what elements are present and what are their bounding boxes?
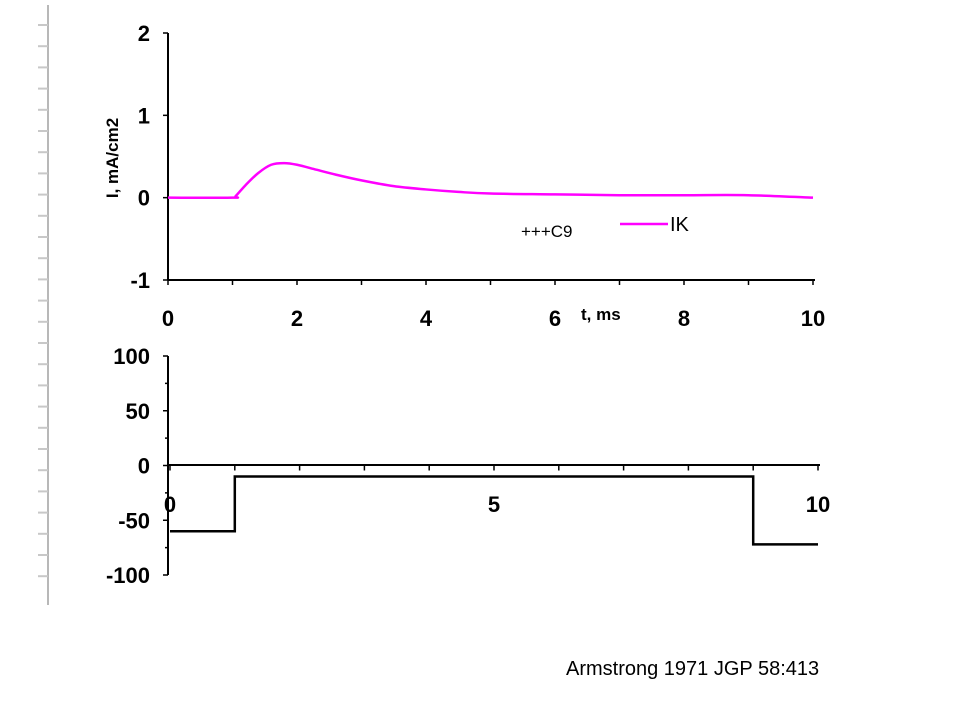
bottom-y-tick-label: -100 [106, 563, 150, 588]
top-y-tick-label: 2 [138, 21, 150, 46]
legend-label-ik: IK [670, 214, 690, 236]
top-x-tick-label: 0 [162, 306, 174, 331]
bottom-y-tick-label: -50 [118, 508, 150, 533]
top-x-tick-label: 10 [801, 306, 825, 331]
top-y-tick-label: 0 [138, 186, 150, 211]
c9-annotation: +++C9 [521, 222, 573, 241]
voltage-chart: -100 -50 0 50 100 0 5 10 [106, 344, 830, 588]
voltage-step-line [170, 475, 818, 546]
left-ruler [38, 5, 49, 605]
top-x-minor-ticks [167, 280, 814, 285]
bottom-y-tick-label: 0 [138, 454, 150, 479]
bottom-y-tick-label: 100 [113, 344, 150, 369]
top-y-tick-label: 1 [138, 103, 150, 128]
top-x-ticks: 0 2 4 6 8 10 [162, 306, 825, 331]
bottom-x-tick-label: 0 [164, 492, 176, 517]
top-y-axis-title: I, mA/cm2 [103, 118, 122, 198]
top-x-axis-title: t, ms [581, 305, 621, 324]
bottom-x-tick-label: 10 [806, 492, 830, 517]
bottom-y-ticks: -100 -50 0 50 100 [106, 344, 168, 588]
ik-series-line [167, 161, 814, 200]
bottom-x-tick-label: 5 [488, 492, 500, 517]
bottom-x-ticks: 0 5 10 [164, 492, 830, 517]
citation-text: Armstrong 1971 JGP 58:413 [566, 658, 820, 680]
top-x-tick-label: 2 [291, 306, 303, 331]
current-chart: -1 0 1 2 0 2 4 6 8 10 I, mA/cm2 t, ms +++C9 IK [103, 21, 825, 331]
top-x-tick-label: 8 [678, 306, 690, 331]
bottom-x-minor-ticks [169, 465, 819, 471]
top-y-tick-label: -1 [130, 268, 150, 293]
top-x-tick-label: 6 [549, 306, 561, 331]
top-x-tick-label: 4 [420, 306, 433, 331]
top-y-ticks: -1 0 1 2 [130, 21, 168, 293]
bottom-y-tick-label: 50 [126, 399, 150, 424]
